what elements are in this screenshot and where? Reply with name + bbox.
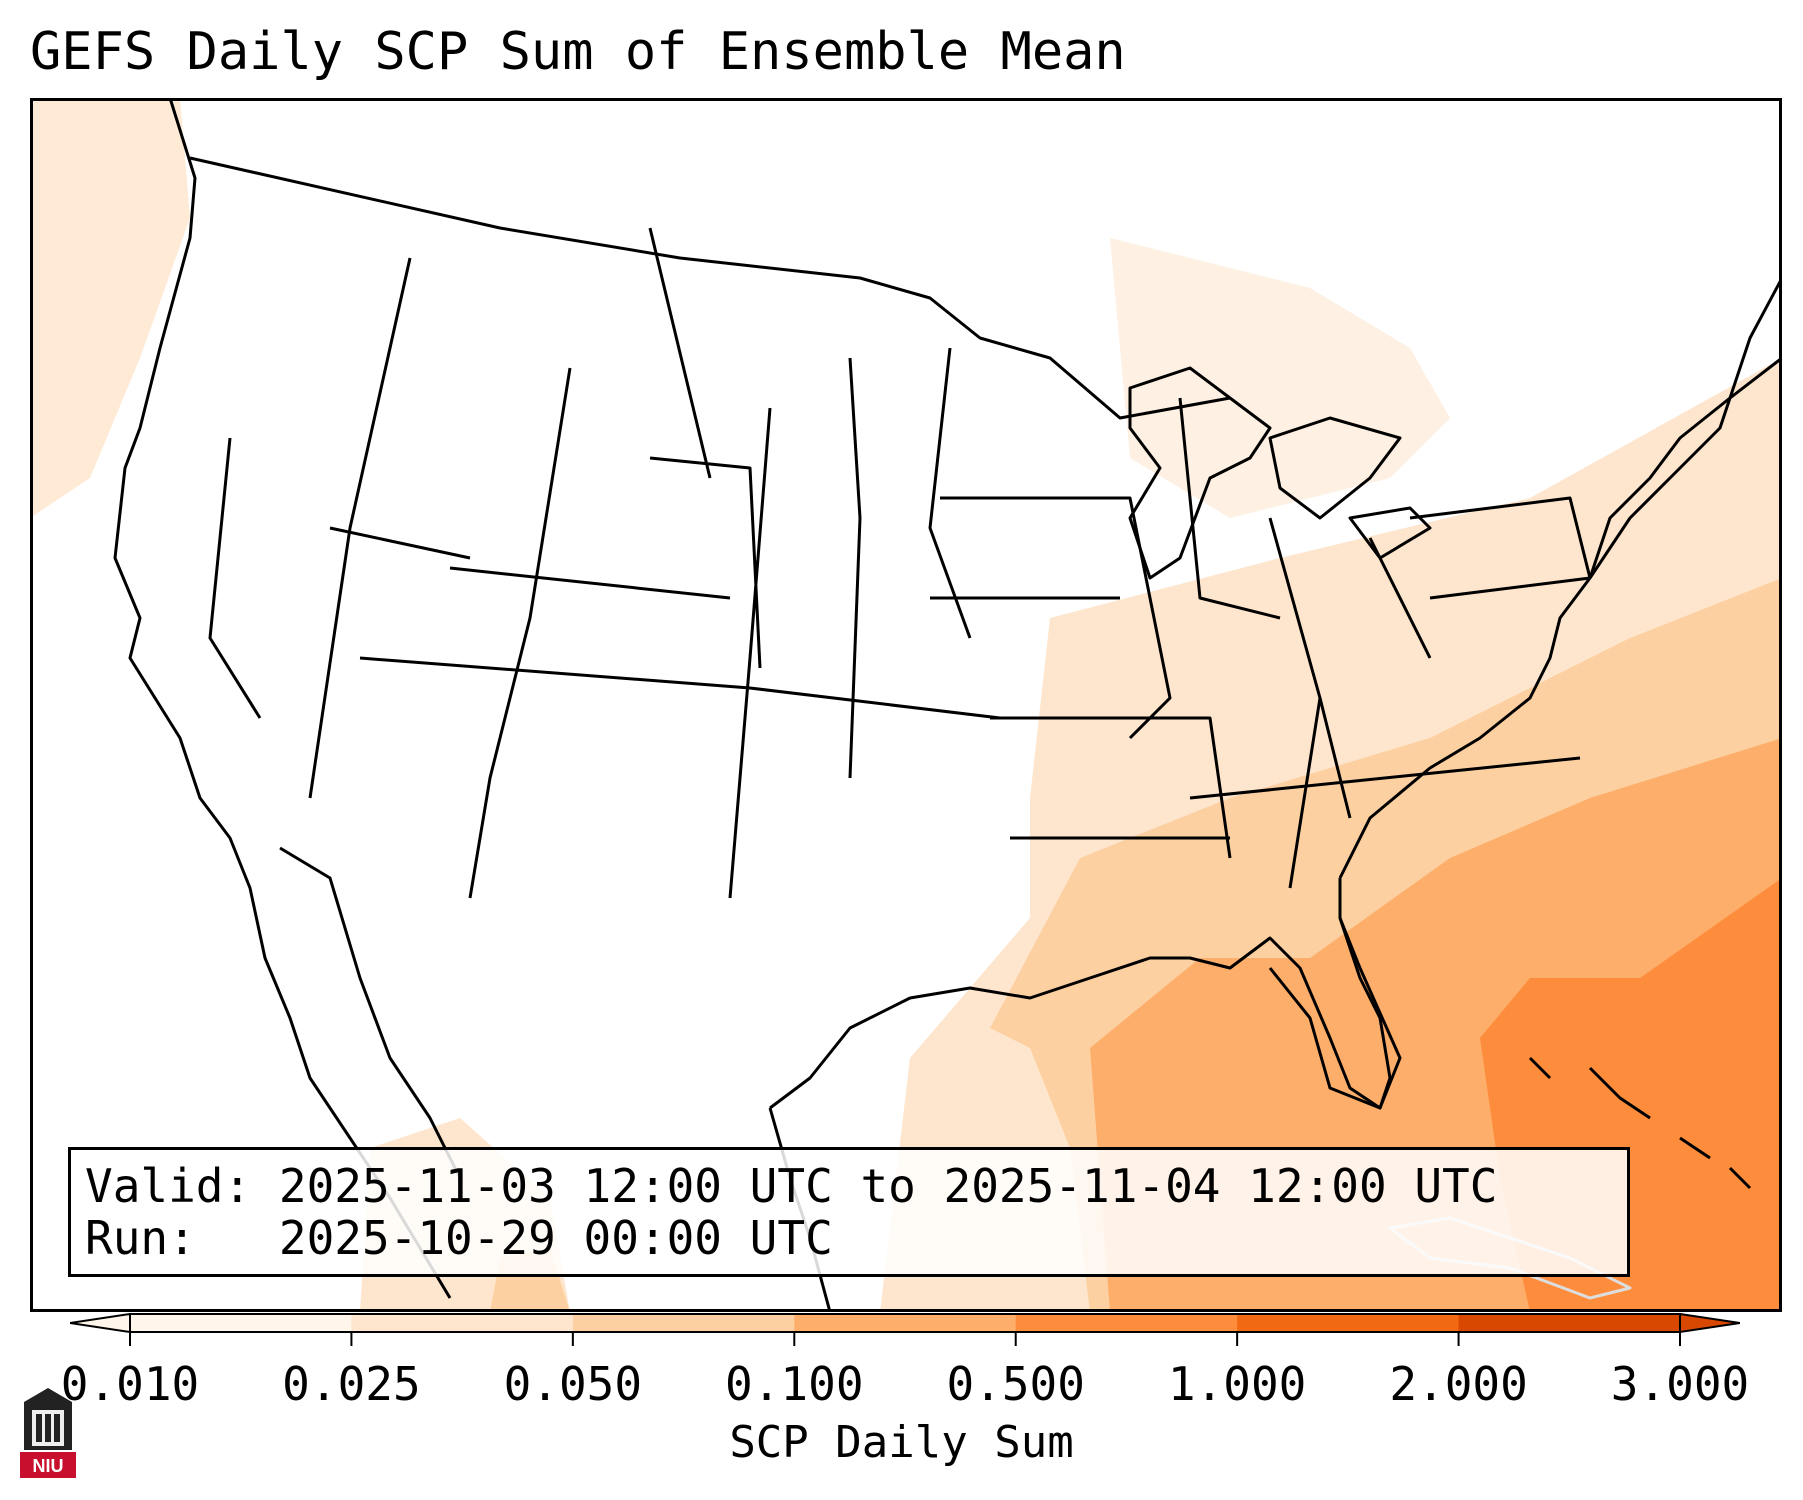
valid-row: Valid: 2025-11-03 12:00 UTC to 2025-11-0… — [85, 1160, 1497, 1212]
west-coastline — [113, 98, 452, 1299]
state-line-plains — [930, 397, 1592, 889]
colorbar-segments — [70, 1312, 1740, 1346]
us-canada-border — [189, 156, 1231, 420]
colorbar-label: SCP Daily Sum — [729, 1417, 1074, 1468]
colorbar-segment — [351, 1314, 574, 1332]
state-line-rockies — [208, 227, 1001, 899]
colorbar-tick-label: 0.025 — [282, 1357, 421, 1411]
run-value: 2025-10-29 00:00 UTC — [278, 1211, 833, 1265]
niu-logo: NIU — [20, 1388, 76, 1478]
colorbar-tick-label: 1.000 — [1167, 1357, 1307, 1411]
map-panel — [30, 98, 1782, 1312]
baja-coastline — [279, 846, 462, 1179]
colorbar-tick-label: 0.100 — [725, 1357, 864, 1411]
colorbar-segment — [1015, 1314, 1238, 1332]
colorbar-segment — [130, 1314, 352, 1332]
colorbar-segment — [1458, 1314, 1681, 1332]
bahamas-outline — [1528, 1056, 1752, 1190]
colorbar-tick-label: 2.000 — [1389, 1357, 1528, 1411]
scp-shade-northwest — [30, 98, 190, 518]
northeast-coastline — [1588, 277, 1782, 579]
map-title: GEFS Daily SCP Sum of Ensemble Mean — [30, 22, 1126, 82]
colorbar — [70, 1312, 1740, 1346]
run-label: Run: — [85, 1211, 196, 1265]
great-lakes — [1128, 366, 1432, 580]
colorbar-tick-label: 0.010 — [60, 1357, 200, 1411]
niu-logo-text: NIU — [33, 1456, 64, 1476]
colorbar-extend-max — [1679, 1312, 1740, 1334]
colorbar-tick-label: 0.050 — [503, 1357, 643, 1411]
scp-shade-greatlakes — [1110, 238, 1450, 518]
colorbar-segment — [1237, 1314, 1460, 1332]
florida-outline — [1268, 917, 1402, 1110]
colorbar-segment — [572, 1314, 795, 1332]
colorbar-outline — [129, 1313, 1681, 1333]
valid-value: 2025-11-03 12:00 UTC to 2025-11-04 12:00… — [278, 1159, 1498, 1213]
colorbar-segment — [794, 1314, 1017, 1332]
valid-run-info-box: Valid: 2025-11-03 12:00 UTC to 2025-11-0… — [68, 1147, 1630, 1277]
map-frame — [30, 98, 1782, 1312]
gulf-coastline — [769, 878, 1392, 1110]
colorbar-tick-label: 3.000 — [1610, 1357, 1750, 1411]
colorbar-tick-label: 0.500 — [946, 1357, 1085, 1411]
east-coastline — [1338, 356, 1782, 879]
valid-label: Valid: — [85, 1159, 252, 1213]
colorbar-extend-min — [70, 1312, 131, 1334]
boundaries-layer — [113, 98, 1782, 1312]
run-row: Run: 2025-10-29 00:00 UTC — [85, 1212, 833, 1264]
